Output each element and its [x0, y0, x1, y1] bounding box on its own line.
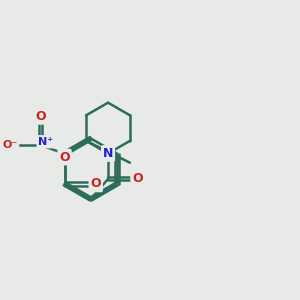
Text: O: O — [35, 110, 46, 123]
Text: O: O — [90, 177, 101, 190]
Text: N⁺: N⁺ — [38, 137, 53, 147]
Text: O: O — [132, 172, 143, 185]
Text: O⁻: O⁻ — [2, 140, 18, 150]
Text: N: N — [103, 147, 113, 160]
Text: O: O — [59, 151, 70, 164]
